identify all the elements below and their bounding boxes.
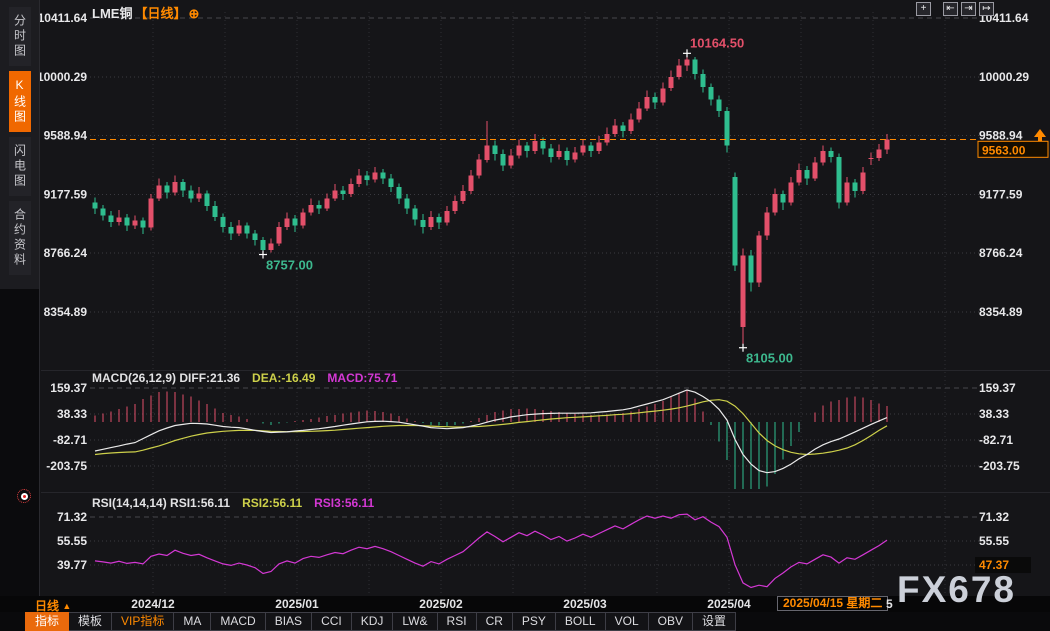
toolbar-item-vol[interactable]: VOL — [605, 612, 649, 631]
macd-panel — [94, 389, 888, 489]
rsi-header-rsi3: RSI3:56.11 — [314, 496, 375, 510]
chevron-up-icon: ▲ — [62, 601, 72, 611]
price-up-arrow-icon — [1034, 129, 1046, 141]
jump-to-latest-icon[interactable]: ↦ — [979, 2, 994, 16]
panel-dividers — [41, 370, 1050, 493]
svg-text:-82.71: -82.71 — [979, 433, 1013, 447]
current-price-box — [977, 140, 1049, 158]
x-tick-label: 2024/12 — [131, 597, 175, 611]
live-indicator-icon — [17, 489, 31, 503]
rsi-header: RSI(14,14,14) RSI1:56.11 RSI2:56.11 RSI3:5… — [92, 496, 386, 510]
toolbar-item-vip-indicator[interactable]: VIP指标 — [112, 612, 175, 631]
macd-header-dea: DEA:-16.49 — [252, 371, 316, 385]
settings-icon[interactable]: ⊕ — [188, 6, 200, 21]
svg-text:8354.89: 8354.89 — [44, 305, 88, 319]
shift-right-icon[interactable]: ⇥ — [961, 2, 976, 16]
x-tick-label: 2025/02 — [419, 597, 463, 611]
sidebar-tab-minute-chart[interactable]: 分时图 — [8, 7, 31, 66]
current-price-marker: 9563.00 — [90, 129, 1049, 158]
svg-text:10000.29: 10000.29 — [979, 70, 1029, 84]
period-selector[interactable]: 日线 ▲ — [35, 599, 72, 613]
svg-text:8105.00: 8105.00 — [746, 351, 793, 366]
horizontal-gridlines — [90, 17, 980, 566]
svg-text:10000.29: 10000.29 — [37, 70, 87, 84]
bottom-toolbar: 指标 模板 VIP指标 MA MACD BIAS CCI KDJ LW& RSI CR PSY BOLL… — [0, 612, 1050, 631]
toolbar-item-settings[interactable]: 设置 — [692, 612, 736, 631]
chart-title: LME铜 【日线】 ⊕ — [92, 3, 199, 22]
sidebar-tab-contract-info[interactable]: 合约资料 — [8, 201, 31, 275]
macd-diff-line — [94, 389, 888, 474]
x-tick-label: 2025/04 — [707, 597, 751, 611]
svg-text:71.32: 71.32 — [57, 510, 87, 524]
toolbar-item-kdj[interactable]: KDJ — [351, 612, 394, 631]
svg-text:-203.75: -203.75 — [46, 459, 87, 473]
x-tick-label: 2025/03 — [563, 597, 607, 611]
svg-text:159.37: 159.37 — [50, 381, 87, 395]
sidebar-tab-kline-chart[interactable]: K线图 — [8, 71, 31, 132]
toolbar-item-obv[interactable]: OBV — [648, 612, 693, 631]
candlestick-series — [92, 53, 890, 348]
rsi-current-value-box — [975, 557, 1031, 574]
svg-text:38.33: 38.33 — [57, 407, 87, 421]
svg-text:8766.24: 8766.24 — [979, 246, 1023, 260]
x-tick-label: 2025/01 — [275, 597, 319, 611]
sidebar-tab-flash-chart[interactable]: 闪电图 — [8, 137, 31, 196]
watermark: FX678 — [897, 569, 1017, 610]
svg-text:-203.75: -203.75 — [979, 459, 1020, 473]
rsi-header-main: RSI(14,14,14) RSI1:56.11 — [92, 496, 231, 510]
macd-header: MACD(26,12,9) DIFF:21.36 DEA:-16.49 MACD:7… — [92, 371, 409, 385]
toolbar-item-lwr[interactable]: LW& — [393, 612, 438, 631]
svg-text:55.55: 55.55 — [57, 534, 87, 548]
crosshair-icon[interactable]: + — [916, 2, 931, 16]
svg-text:9177.59: 9177.59 — [979, 187, 1023, 201]
svg-text:9563.00: 9563.00 — [982, 143, 1026, 157]
svg-text:9177.59: 9177.59 — [44, 187, 88, 201]
price-annotations: 10164.50 8757.00 8105.00 — [259, 35, 793, 366]
partial-next-month-label: 5 — [886, 597, 893, 611]
chart-window-buttons: + ⇤ ⇥ ↦ — [916, 2, 997, 16]
rsi-header-rsi2: RSI2:56.11 — [242, 496, 303, 510]
svg-text:8757.00: 8757.00 — [266, 258, 313, 273]
toolbar-item-cr[interactable]: CR — [476, 612, 513, 631]
svg-text:71.32: 71.32 — [979, 510, 1009, 524]
toolbar-item-indicator[interactable]: 指标 — [25, 612, 70, 631]
svg-text:39.77: 39.77 — [57, 558, 87, 572]
svg-text:9588.94: 9588.94 — [44, 129, 88, 143]
svg-text:8766.24: 8766.24 — [44, 246, 88, 260]
toolbar-item-boll[interactable]: BOLL — [555, 612, 606, 631]
svg-text:55.55: 55.55 — [979, 534, 1009, 548]
toolbar-item-psy[interactable]: PSY — [512, 612, 556, 631]
toolbar-item-macd[interactable]: MACD — [211, 612, 266, 631]
rsi-panel — [94, 513, 888, 589]
macd-dea-line — [94, 399, 888, 456]
x-axis: 日线 ▲ 2024/12 2025/01 2025/02 2025/03 2025/04… — [0, 596, 1050, 613]
rsi-line — [94, 513, 888, 589]
toolbar-item-template[interactable]: 模板 — [69, 612, 113, 631]
shift-left-icon[interactable]: ⇤ — [943, 2, 958, 16]
svg-text:38.33: 38.33 — [979, 407, 1009, 421]
symbol-name: LME铜 — [92, 6, 133, 21]
svg-text:159.37: 159.37 — [979, 381, 1016, 395]
svg-text:9588.94: 9588.94 — [979, 129, 1023, 143]
macd-header-main: MACD(26,12,9) DIFF:21.36 — [92, 371, 241, 385]
sidebar-tabs: 分时图 K线图闪电图合约资料 — [0, 0, 39, 289]
toolbar-item-bias[interactable]: BIAS — [265, 612, 313, 631]
current-date-box: 2025/04/15 星期二 — [777, 596, 889, 611]
toolbar-item-ma[interactable]: MA — [174, 612, 212, 631]
sidebar: 分时图 K线图闪电图合约资料 — [0, 0, 40, 596]
toolbar-item-rsi[interactable]: RSI — [437, 612, 477, 631]
vertical-gridlines — [152, 12, 946, 593]
svg-text:10411.64: 10411.64 — [38, 11, 88, 25]
svg-text:-82.71: -82.71 — [53, 433, 87, 447]
svg-text:8354.89: 8354.89 — [979, 305, 1023, 319]
svg-text:10164.50: 10164.50 — [690, 35, 744, 50]
svg-text:47.37: 47.37 — [979, 558, 1009, 572]
period-tag: 【日线】 — [134, 6, 187, 21]
toolbar-item-cci[interactable]: CCI — [312, 612, 352, 631]
macd-header-macd: MACD:75.71 — [327, 371, 398, 385]
